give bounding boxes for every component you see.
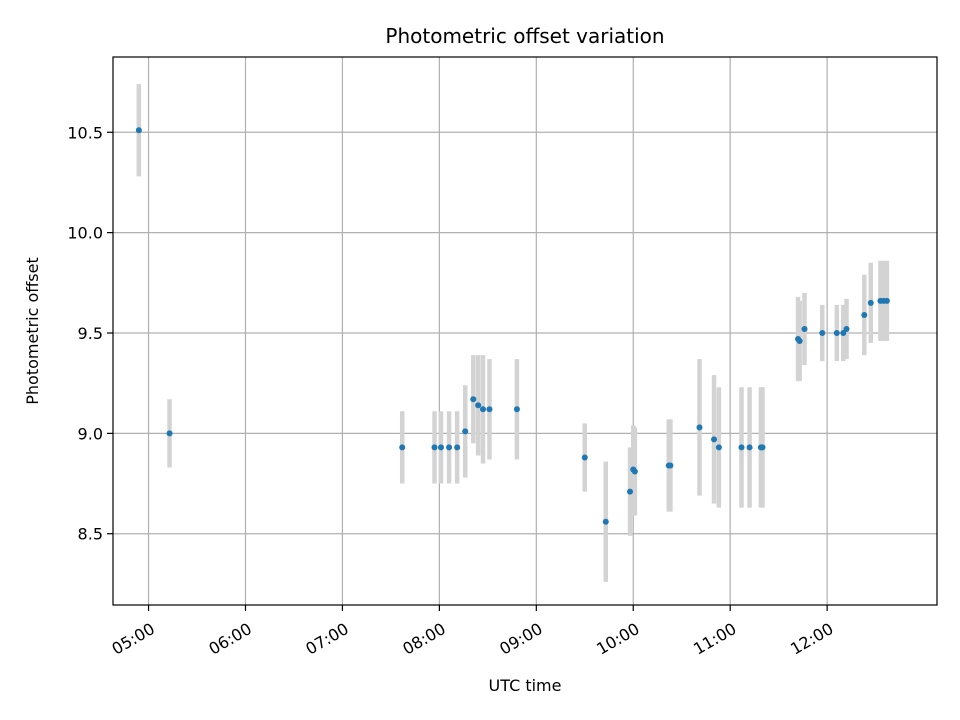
data-point: [437, 444, 444, 451]
data-point: [801, 325, 808, 332]
data-point: [462, 428, 469, 435]
data-point: [711, 436, 718, 443]
data-point: [431, 444, 438, 451]
y-tick-label: 9.5: [78, 324, 103, 343]
data-point: [631, 468, 638, 475]
data-point: [475, 402, 482, 409]
data-point: [486, 406, 493, 413]
data-point: [796, 338, 803, 345]
data-point: [867, 299, 874, 306]
data-point: [819, 330, 826, 337]
data-point: [715, 444, 722, 451]
chart-title: Photometric offset variation: [385, 24, 664, 48]
y-tick-label: 10.5: [67, 123, 103, 142]
plot-frame: [112, 56, 938, 606]
y-tick-label: 10.0: [67, 224, 103, 243]
data-point: [696, 424, 703, 431]
data-point: [135, 127, 142, 134]
y-tick-label: 8.5: [78, 525, 103, 544]
data-point: [843, 325, 850, 332]
data-point: [454, 444, 461, 451]
data-point: [746, 444, 753, 451]
data-point: [883, 297, 890, 304]
data-point: [833, 330, 840, 337]
y-tick-label: 9.0: [78, 424, 103, 443]
data-point: [840, 330, 847, 337]
data-point: [667, 462, 674, 469]
data-point: [479, 406, 486, 413]
data-point: [470, 396, 477, 403]
data-point: [627, 488, 634, 495]
data-point: [602, 518, 609, 525]
data-point: [166, 430, 173, 437]
data-point: [399, 444, 406, 451]
data-point: [513, 406, 520, 413]
data-point: [446, 444, 453, 451]
data-point: [759, 444, 766, 451]
data-point: [738, 444, 745, 451]
data-point: [581, 454, 588, 461]
data-points: [135, 127, 890, 525]
x-axis-label: UTC time: [489, 676, 562, 695]
y-axis-label: Photometric offset: [23, 257, 42, 405]
data-point: [861, 311, 868, 318]
